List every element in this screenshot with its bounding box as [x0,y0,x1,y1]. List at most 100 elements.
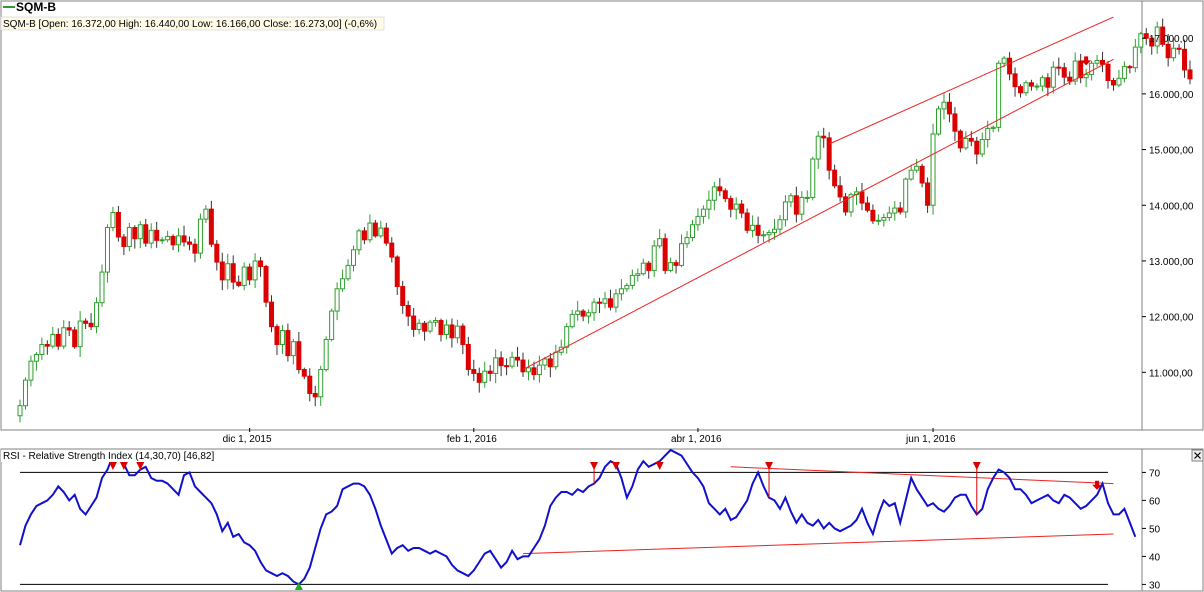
candle-body [985,127,991,141]
candle-body [17,405,23,417]
candle-body [471,369,477,374]
candle-body [553,351,559,368]
price-candle [586,309,592,324]
price-candle [722,188,728,203]
price-candle [1182,39,1188,78]
candle-body [323,338,329,371]
candle-body [875,219,881,222]
price-candle [936,105,942,136]
price-y-axis: 11.000,00 12.000,00 13.000,00 14.000,00 15.0… [1142,34,1194,379]
rsi-trendlines [522,466,1114,555]
price-candle [864,196,870,213]
price-candle [771,218,777,240]
candle-body [236,281,242,286]
rsi-buy-marker [294,582,303,590]
candle-body [1105,63,1111,82]
candle-body [1149,37,1155,47]
price-candle [739,200,745,218]
candle-body [744,212,750,231]
price-y-tick-label: 15.000,00 [1149,146,1194,157]
candle-body [159,239,165,242]
price-candle [247,263,253,286]
rsi-pane-frame [0,448,1143,592]
candle-body [247,266,253,281]
candle-body [750,224,756,231]
candle-body [427,321,433,332]
candle-body [83,320,89,324]
trendline [730,466,1114,485]
candle-body [1083,73,1089,79]
candle-body [411,315,417,330]
price-title: SQM-B [Open: 16.372,00 High: 16.440,00 L… [3,19,377,30]
price-candle [542,356,548,371]
candle-body [44,343,50,347]
price-candle [689,220,695,242]
close-pane-button[interactable] [1191,449,1204,462]
candle-body [487,370,493,374]
candle-body [132,227,138,240]
candle-body [504,365,510,368]
price-candle [345,259,351,281]
rsi-sell-marker [655,462,664,470]
candle-body [575,310,581,315]
candle-body [1034,85,1040,88]
price-candle [1050,61,1056,94]
candle-body [110,211,116,229]
candle-body [318,369,324,398]
candle-body [1138,33,1144,48]
candle-body [804,196,810,199]
price-candle [252,253,258,289]
candle-body [50,333,56,347]
candle-body [607,298,613,308]
candle-body [181,235,187,243]
rsi-series [19,448,1137,586]
price-candle [208,200,214,248]
x-tick-label: feb 1, 2016 [447,434,497,445]
candle-body [925,182,931,206]
price-candle [236,275,242,288]
candle-body [848,194,854,213]
candle-body [766,232,772,236]
price-candle [411,308,417,337]
candle-body [61,327,67,347]
price-candle [1116,69,1122,88]
candle-body [498,357,504,367]
candle-body [274,326,280,345]
price-candle [602,291,608,309]
candle-body [433,320,439,323]
candle-body [602,298,608,304]
price-candle [1012,67,1018,97]
price-candle [679,234,685,268]
candle-body [635,273,641,276]
candle-body [547,358,553,368]
candle-body [296,341,302,371]
candle-body [897,207,903,213]
price-candle [323,336,329,372]
price-candle [465,336,471,376]
price-candle [460,323,466,355]
price-candle [733,197,739,220]
price-candle [793,186,799,223]
candle-body [361,230,367,241]
candle-body [640,262,646,275]
candle-body [263,266,269,303]
candle-body [782,201,788,221]
price-candle [378,220,384,239]
price-candle [635,268,641,282]
candle-body [657,238,663,247]
candle-body [870,209,876,222]
price-candle [826,132,832,180]
price-candle [591,298,597,321]
x-axis: dic 1, 2015 feb 1, 2016 abr 1, 2016 jun 1, … [223,428,956,445]
price-candle [476,367,482,393]
candle-body [990,126,996,129]
price-candle [804,190,810,203]
price-candle [268,295,274,333]
price-candle [799,191,805,221]
price-candle [279,324,285,354]
candle-body [351,249,357,266]
rsi-sell-marker [590,462,599,470]
price-candle [132,225,138,249]
price-candle [684,231,690,248]
candle-body [1018,86,1024,94]
